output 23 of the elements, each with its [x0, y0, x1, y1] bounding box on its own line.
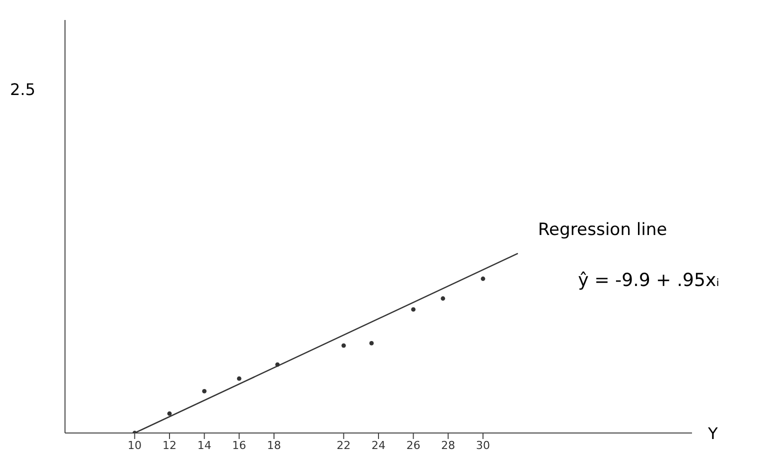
- x-tick-label: 22: [336, 438, 351, 452]
- x-tick-label: 28: [441, 438, 456, 452]
- x-tick-label: 12: [162, 438, 176, 452]
- point: [167, 411, 172, 416]
- x-tick-label: 10: [128, 438, 142, 452]
- x-tick-label: 26: [406, 438, 420, 452]
- point: [440, 296, 446, 301]
- point: [275, 362, 280, 367]
- annotation: ŷ = -9.9 + .95xᵢ: [578, 270, 720, 291]
- point: [411, 307, 416, 312]
- x-tick-label: 14: [197, 438, 212, 452]
- point: [480, 276, 486, 281]
- x-tick-label: 16: [232, 438, 246, 452]
- point: [202, 388, 207, 394]
- point: [236, 376, 242, 381]
- x-tick-label: 18: [267, 438, 281, 452]
- point: [369, 341, 374, 346]
- point: [341, 343, 346, 348]
- x-tick-label: 24: [372, 438, 386, 452]
- text: Regression line: [538, 220, 668, 240]
- x-tick-label: 30: [476, 438, 490, 452]
- x-axis-title: Y: [708, 424, 718, 443]
- text: 2.5: [10, 80, 36, 99]
